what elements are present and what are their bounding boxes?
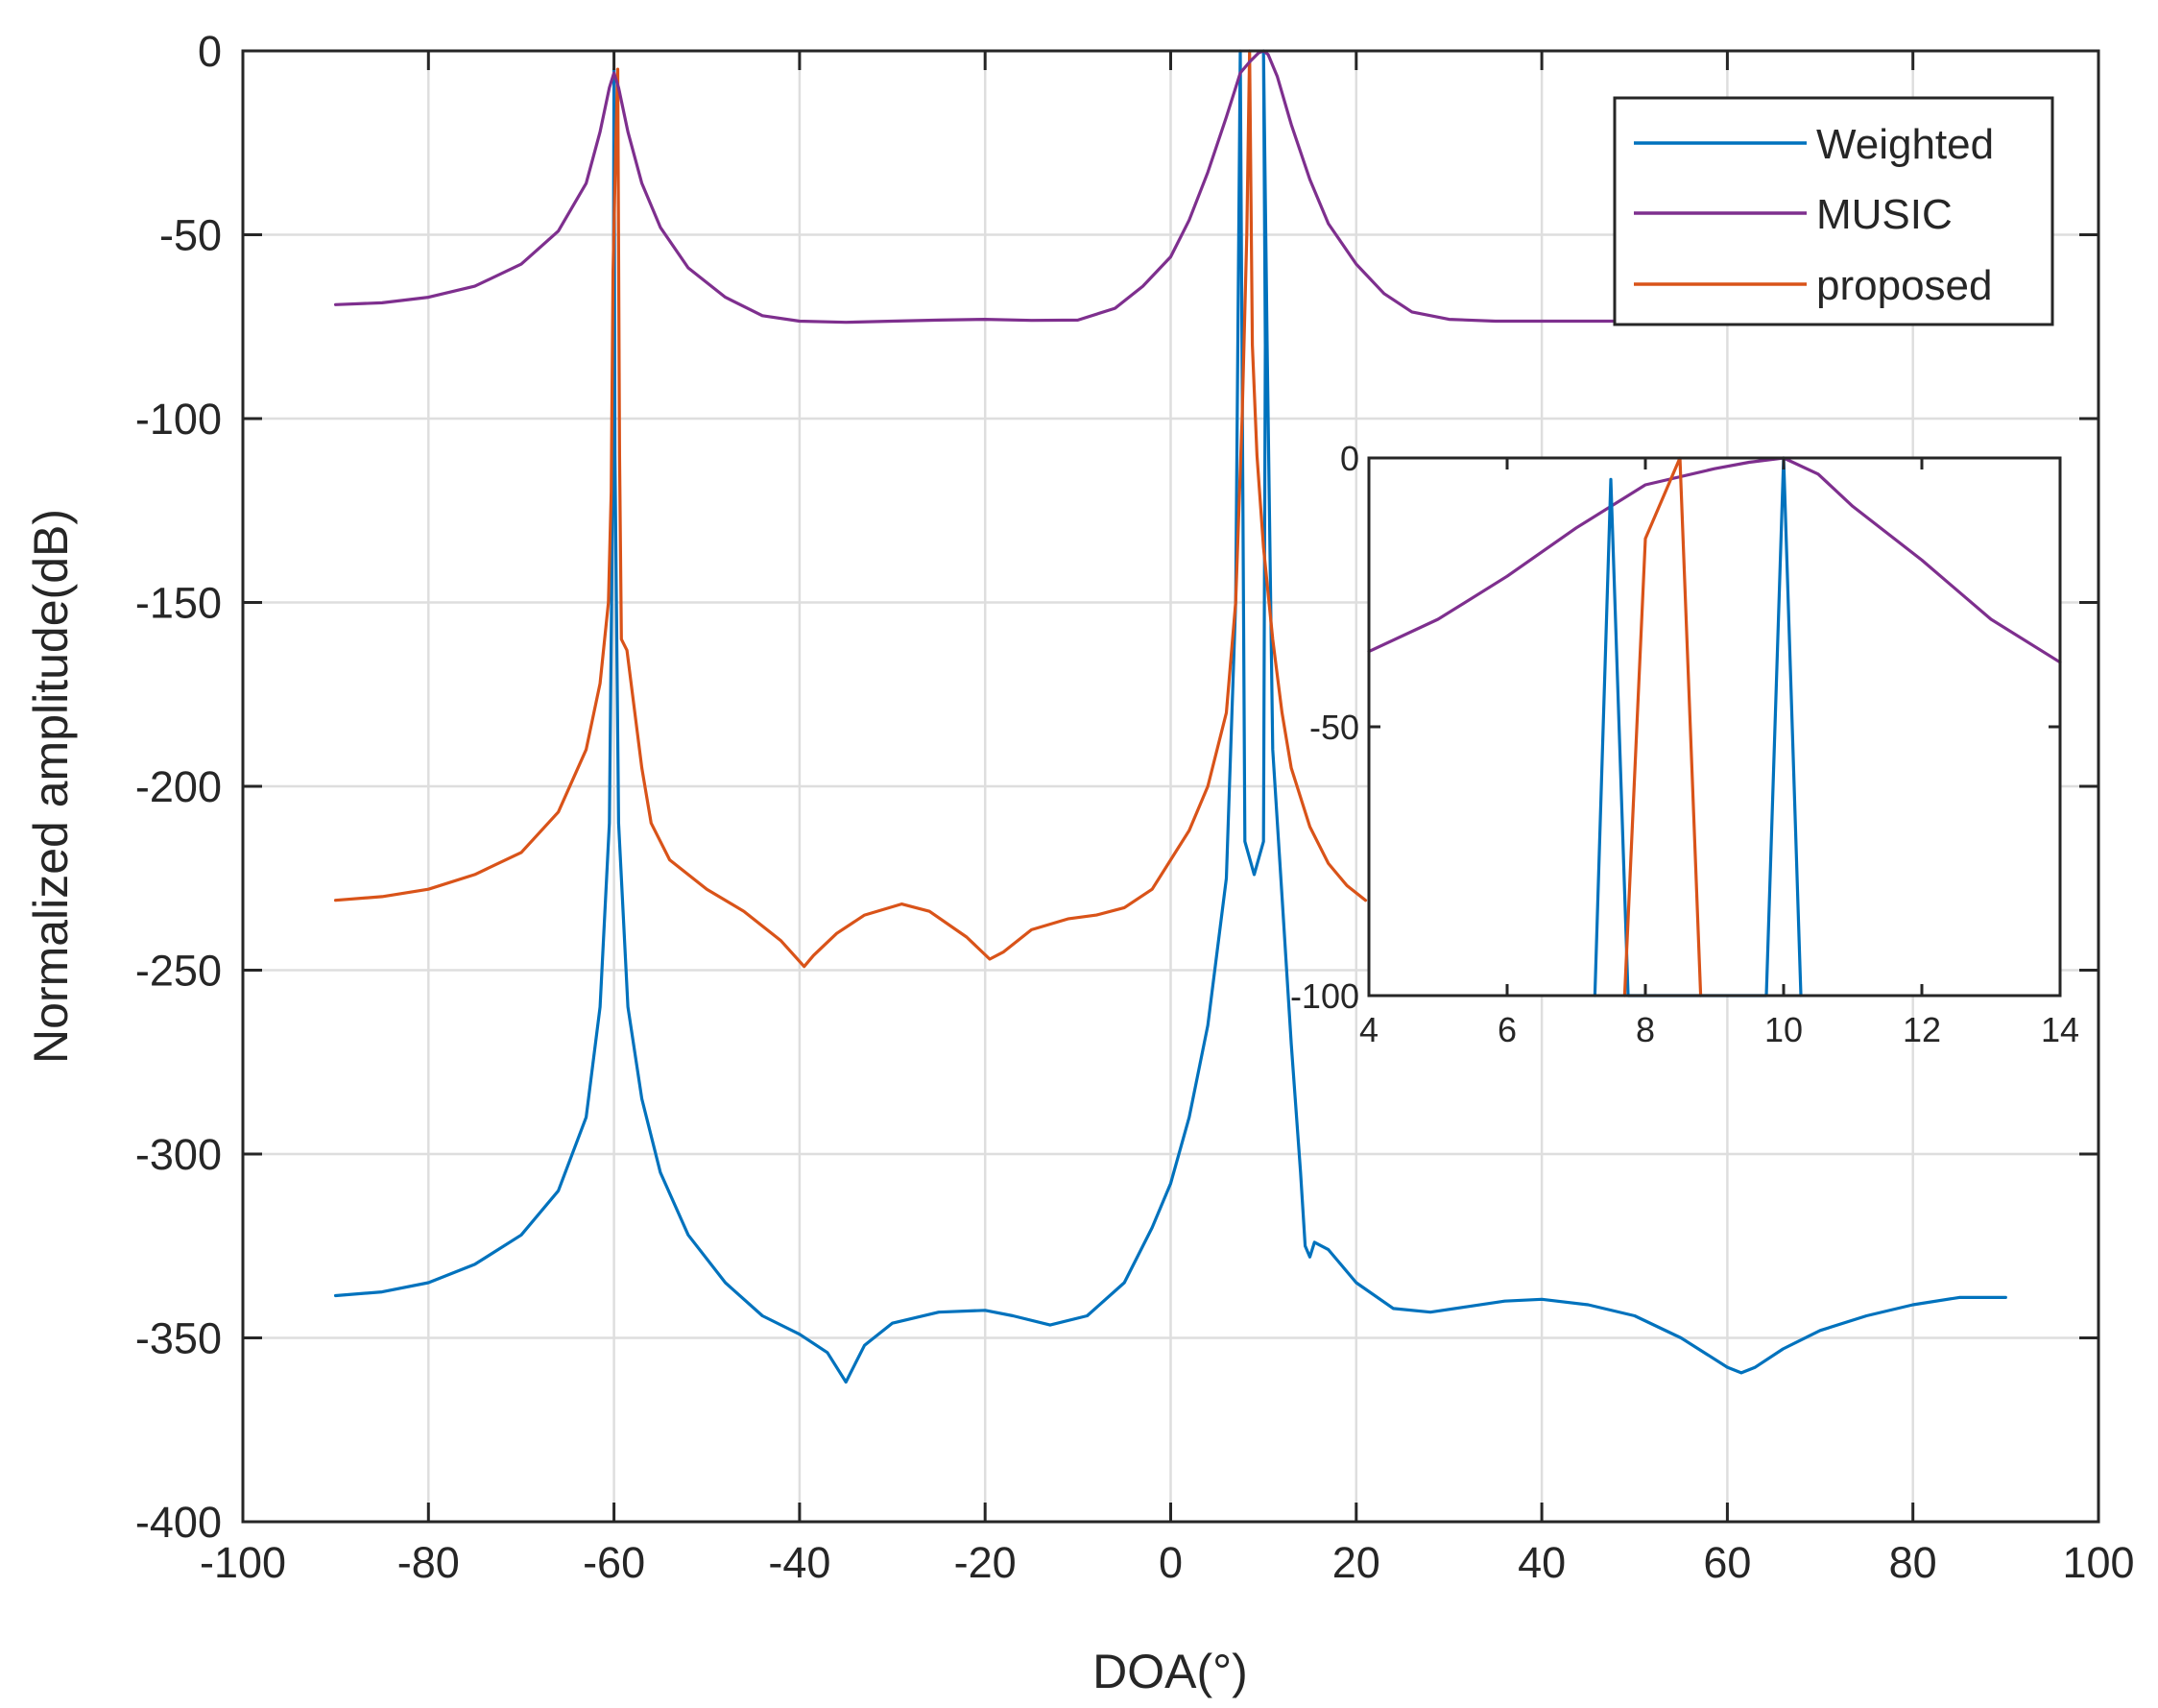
y-axis-title: Normalized amplitude(dB) (24, 509, 78, 1064)
legend: Weighted MUSIC proposed (1613, 96, 2054, 326)
x-axis-title: DOA(°) (1092, 1645, 1248, 1698)
inset-y-tick-label: -100 (1290, 976, 1359, 1016)
x-tick-label: -20 (954, 1538, 1017, 1587)
inset-y-tick-label: -50 (1309, 708, 1359, 747)
inset-x-tick-label: 4 (1359, 1010, 1379, 1049)
inset-x-tick-label: 6 (1498, 1010, 1517, 1049)
inset-tick-labels: 4 6 8 10 12 14 -100 -50 0 (1290, 439, 2079, 1049)
series-line-music (334, 49, 1785, 325)
x-tick-label: 40 (1518, 1538, 1566, 1587)
y-tick-label: -50 (159, 211, 222, 260)
y-tick-label: -250 (135, 947, 222, 996)
x-tick-label: -40 (768, 1538, 830, 1587)
inset-x-tick-label: 14 (2041, 1010, 2079, 1049)
main-axes-box (241, 49, 2100, 1524)
y-tick-label: -300 (135, 1130, 222, 1179)
series-line-weighted (334, 49, 2007, 1384)
x-tick-label: 60 (1703, 1538, 1751, 1587)
y-tick-label: -350 (135, 1314, 222, 1363)
legend-label-proposed: proposed (1816, 262, 1992, 309)
inset-x-tick-label: 8 (1636, 1010, 1655, 1049)
inset-x-tick-label: 10 (1764, 1010, 1803, 1049)
x-tick-label: 0 (1159, 1538, 1183, 1587)
inset-y-tick-label: 0 (1340, 439, 1359, 478)
x-tick-label: 20 (1332, 1538, 1380, 1587)
main-series (334, 49, 2007, 1384)
legend-label-weighted: Weighted (1816, 121, 1994, 168)
y-tick-label: -200 (135, 762, 222, 811)
x-tick-label: -80 (397, 1538, 460, 1587)
y-tick-label: -400 (135, 1498, 222, 1547)
inset-series-line-music (1367, 456, 2062, 664)
inset-axes-box (1367, 456, 2062, 998)
x-tick-label: -60 (583, 1538, 645, 1587)
inset-background (1369, 458, 2060, 996)
legend-label-music: MUSIC (1816, 191, 1953, 238)
legend-box (1613, 96, 2054, 326)
main-tick-labels: -100 -80 -60 -40 -20 0 20 40 60 80 100-400-350-300… (135, 27, 2135, 1587)
y-tick-label: 0 (198, 27, 222, 76)
x-tick-label: 100 (2062, 1538, 2134, 1587)
y-tick-label: -100 (135, 395, 222, 444)
x-tick-label: 80 (1889, 1538, 1937, 1587)
x-tick-label: -100 (200, 1538, 286, 1587)
series-line-proposed (334, 49, 1368, 969)
inset-x-tick-label: 12 (1903, 1010, 1941, 1049)
inset-zoom-axes: 4 6 8 10 12 14 -100 -50 0 (1290, 439, 2079, 1049)
inset-series-line-proposed (1622, 456, 1703, 998)
y-tick-label: -150 (135, 579, 222, 628)
